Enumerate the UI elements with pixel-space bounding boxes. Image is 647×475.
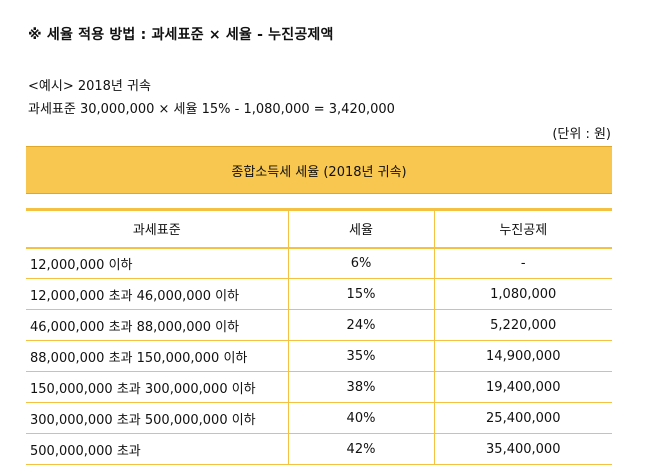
table-row: 88,000,000 초과 150,000,000 이하 35% 14,900,… (26, 340, 612, 372)
tax-base-cell: 46,000,000 초과 88,000,000 이하 (26, 309, 288, 341)
deduction-cell: 1,080,000 (433, 278, 612, 310)
tax-rate-cell: 35% (287, 340, 434, 372)
tax-base-cell: 150,000,000 초과 300,000,000 이하 (26, 371, 288, 403)
table-row: 300,000,000 초과 500,000,000 이하 40% 25,400… (26, 402, 612, 434)
table-row: 46,000,000 초과 88,000,000 이하 24% 5,220,00… (26, 309, 612, 341)
tax-base-cell: 500,000,000 초과 (26, 433, 288, 465)
deduction-cell: 25,400,000 (433, 402, 612, 434)
tax-rate-table: 과세표준 세율 누진공제 12,000,000 이하 6% - 12,000,0… (26, 208, 612, 465)
tax-base-cell: 300,000,000 초과 500,000,000 이하 (26, 402, 288, 434)
table-row: 500,000,000 초과 42% 35,400,000 (26, 433, 612, 465)
header-tax-rate: 세율 (287, 209, 434, 249)
tax-base-cell: 12,000,000 이하 (26, 247, 288, 279)
deduction-cell: 35,400,000 (433, 433, 612, 465)
example-title: <예시> 2018년 귀속 (28, 79, 151, 94)
tax-formula-heading: ※ 세율 적용 방법 : 과세표준 × 세율 - 누진공제액 (28, 27, 334, 43)
table-row: 150,000,000 초과 300,000,000 이하 38% 19,400… (26, 371, 612, 403)
deduction-cell: - (433, 247, 612, 279)
tax-rate-cell: 40% (287, 402, 434, 434)
tax-base-cell: 88,000,000 초과 150,000,000 이하 (26, 340, 288, 372)
table-header-row: 과세표준 세율 누진공제 (26, 209, 612, 249)
table-banner: 종합소득세 세율 (2018년 귀속) (26, 146, 612, 194)
tax-base-cell: 12,000,000 초과 46,000,000 이하 (26, 278, 288, 310)
header-deduction: 누진공제 (433, 209, 612, 249)
unit-note: (단위 : 원) (552, 127, 611, 142)
tax-rate-cell: 42% (287, 433, 434, 465)
table-banner-title: 종합소득세 세율 (2018년 귀속) (231, 164, 407, 180)
tax-rate-cell: 15% (287, 278, 434, 310)
tax-rate-cell: 24% (287, 309, 434, 341)
tax-rate-cell: 6% (287, 247, 434, 279)
tax-rate-cell: 38% (287, 371, 434, 403)
deduction-cell: 5,220,000 (433, 309, 612, 341)
header-tax-base: 과세표준 (26, 209, 288, 249)
example-formula: 과세표준 30,000,000 × 세율 15% - 1,080,000 = 3… (28, 102, 395, 117)
table-row: 12,000,000 초과 46,000,000 이하 15% 1,080,00… (26, 278, 612, 310)
tax-rate-table-wrap: 과세표준 세율 누진공제 12,000,000 이하 6% - 12,000,0… (26, 208, 612, 465)
deduction-cell: 19,400,000 (433, 371, 612, 403)
table-row: 12,000,000 이하 6% - (26, 247, 612, 279)
deduction-cell: 14,900,000 (433, 340, 612, 372)
